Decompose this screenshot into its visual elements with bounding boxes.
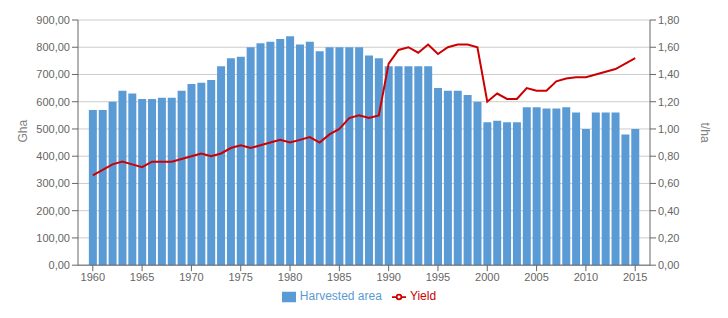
svg-text:1960: 1960	[81, 271, 105, 283]
svg-text:2010: 2010	[574, 271, 598, 283]
svg-text:1995: 1995	[426, 271, 450, 283]
svg-text:2015: 2015	[623, 271, 647, 283]
svg-text:1980: 1980	[278, 271, 302, 283]
svg-text:1,40: 1,40	[658, 68, 679, 80]
svg-text:1990: 1990	[376, 271, 400, 283]
svg-text:1965: 1965	[130, 271, 154, 283]
svg-text:1975: 1975	[228, 271, 252, 283]
svg-text:1,80: 1,80	[658, 14, 679, 26]
svg-text:Gha: Gha	[16, 120, 30, 143]
svg-text:400,00: 400,00	[36, 150, 70, 162]
html-text:Yield: Yield	[409, 289, 437, 304]
svg-text:800,00: 800,00	[36, 41, 70, 53]
svg-text:300,00: 300,00	[36, 177, 70, 189]
svg-text:1985: 1985	[327, 271, 351, 283]
svg-text:1,00: 1,00	[658, 123, 679, 135]
svg-text:0,20: 0,20	[658, 232, 679, 244]
svg-text:t/ha: t/ha	[698, 123, 712, 143]
svg-text:1970: 1970	[179, 271, 203, 283]
svg-text:500,00: 500,00	[36, 123, 70, 135]
svg-text:100,00: 100,00	[36, 232, 70, 244]
svg-text:2000: 2000	[475, 271, 499, 283]
svg-text:1,60: 1,60	[658, 41, 679, 53]
svg-text:200,00: 200,00	[36, 205, 70, 217]
svg-text:700,00: 700,00	[36, 68, 70, 80]
svg-text:600,00: 600,00	[36, 96, 70, 108]
svg-text:0,00: 0,00	[658, 259, 679, 271]
svg-text:0,40: 0,40	[658, 205, 679, 217]
svg-text:1,20: 1,20	[658, 96, 679, 108]
svg-text:0,00: 0,00	[49, 259, 70, 271]
svg-text:0,60: 0,60	[658, 177, 679, 189]
html-text:Harvested area: Harvested area	[299, 289, 382, 304]
svg-text:900,00: 900,00	[36, 14, 70, 26]
svg-text:2005: 2005	[524, 271, 548, 283]
svg-text:0,80: 0,80	[658, 150, 679, 162]
